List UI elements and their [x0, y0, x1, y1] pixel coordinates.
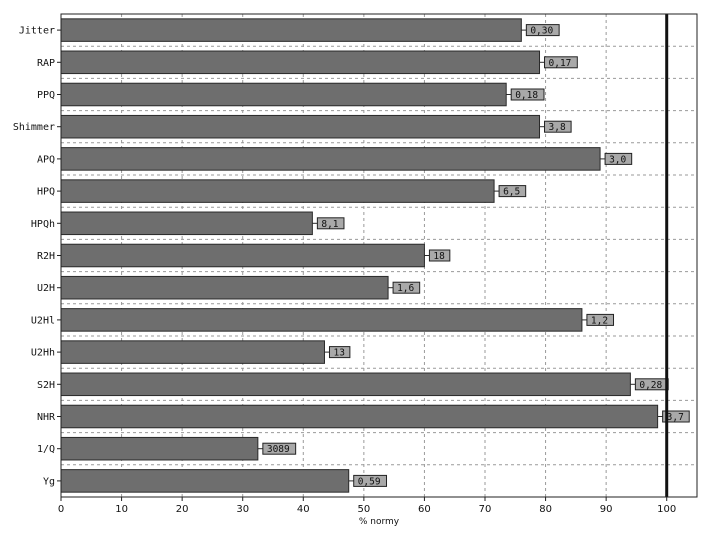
bar	[60, 82, 507, 107]
data-label: 3089	[267, 444, 290, 455]
x-tick-label: 0	[58, 504, 64, 515]
category-label: RAP	[37, 58, 55, 69]
data-label: 3,0	[609, 154, 626, 165]
category-label: U2H	[37, 283, 55, 294]
x-tick-label: 10	[115, 504, 128, 515]
data-label-box	[604, 152, 633, 165]
data-label: 13	[333, 348, 344, 359]
bar	[60, 243, 425, 268]
data-label: 0,59	[358, 476, 381, 487]
data-label: 8,1	[321, 219, 338, 230]
bar	[60, 211, 313, 236]
x-tick-label: 60	[418, 504, 431, 515]
data-label-box	[510, 88, 545, 101]
data-label: 3,7	[667, 412, 684, 423]
category-label: NHR	[37, 412, 56, 423]
category-label: HPQ	[37, 187, 55, 198]
bar	[60, 18, 522, 42]
x-tick-label: 80	[539, 504, 552, 515]
data-label: 18	[433, 251, 445, 262]
data-label-box	[525, 24, 560, 37]
category-label: R2H	[37, 251, 55, 262]
bar	[60, 340, 325, 364]
bar	[60, 50, 541, 75]
x-tick-label: 90	[600, 504, 613, 515]
category-label: APQ	[37, 154, 55, 165]
data-label-box	[262, 442, 297, 455]
x-tick-label: 30	[236, 504, 249, 515]
x-tick-label: 70	[479, 504, 492, 515]
data-label-box	[544, 56, 578, 69]
data-label-box	[392, 281, 421, 294]
category-label: U2Hl	[31, 315, 55, 326]
category-label: Jitter	[19, 26, 55, 37]
category-label: Yg	[43, 476, 55, 487]
bar	[60, 436, 259, 461]
data-label: 0,18	[515, 90, 538, 101]
x-tick-label: 20	[176, 504, 189, 515]
data-label: 1,2	[591, 315, 608, 326]
data-label-box	[316, 217, 345, 230]
data-label: 1,6	[397, 283, 414, 294]
data-label: 0,28	[639, 380, 662, 391]
bar	[60, 275, 389, 300]
bar	[60, 114, 541, 139]
bar	[60, 404, 659, 429]
category-label: PPQ	[37, 90, 55, 101]
bar	[60, 147, 601, 171]
x-tick-label: 50	[357, 504, 370, 515]
data-label: 0,17	[549, 58, 572, 69]
data-label-box	[586, 313, 615, 326]
data-label: 3,8	[549, 122, 566, 133]
plot-frame	[60, 13, 698, 498]
data-label-box	[428, 249, 451, 262]
x-tick-label: 100	[657, 504, 676, 515]
bar	[60, 372, 631, 397]
data-label-box	[353, 474, 388, 487]
data-label-box	[498, 185, 527, 198]
data-label-box	[662, 410, 690, 423]
data-label: 0,30	[530, 26, 553, 37]
bar	[60, 469, 350, 493]
category-label: Shimmer	[13, 122, 55, 133]
category-label: HPQh	[31, 219, 55, 230]
category-label: 1/Q	[37, 444, 55, 455]
x-tick-label: 40	[297, 504, 310, 515]
data-label-box	[328, 346, 351, 359]
data-label: 6,5	[503, 187, 520, 198]
category-label: S2H	[37, 380, 55, 391]
x-axis-title: % normy	[359, 517, 400, 527]
bar	[60, 179, 495, 203]
category-label: U2Hh	[31, 348, 55, 359]
bar	[60, 308, 583, 332]
data-label-box	[544, 120, 572, 133]
